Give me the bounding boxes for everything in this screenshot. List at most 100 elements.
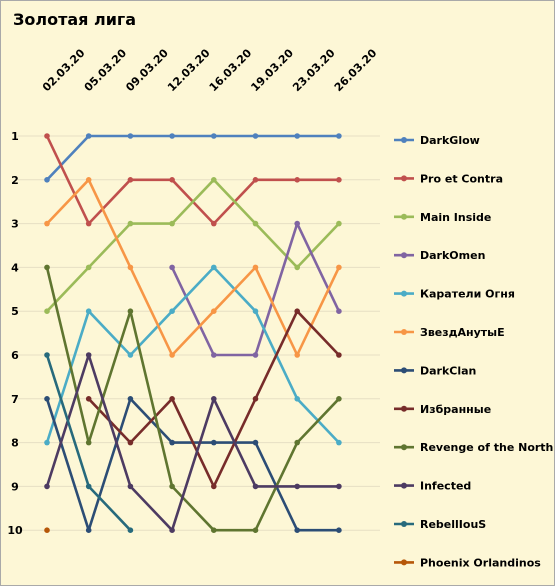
data-point — [294, 177, 301, 183]
data-point — [294, 396, 301, 402]
chart-title: Золотая лига — [13, 10, 137, 29]
data-point — [44, 439, 50, 446]
x-tick-label: 12.03.20 — [165, 46, 213, 94]
data-point — [44, 177, 50, 183]
y-tick-label: 5 — [11, 305, 19, 318]
data-point — [85, 220, 92, 227]
data-point — [211, 439, 217, 446]
y-tick-label: 2 — [11, 174, 19, 187]
x-tick-label: 09.03.20 — [123, 46, 171, 94]
data-point — [211, 220, 217, 227]
data-point — [44, 396, 50, 402]
legend-marker — [401, 482, 407, 489]
legend-marker — [401, 290, 407, 297]
y-tick-label: 1 — [11, 130, 19, 143]
legend-marker — [401, 329, 407, 335]
legend-label: Pro et Contra — [420, 172, 503, 185]
series-line — [45, 134, 341, 182]
y-tick-label: 10 — [7, 524, 23, 537]
data-point — [169, 352, 175, 358]
legend-label: Infected — [420, 480, 471, 493]
data-point — [294, 133, 301, 139]
data-point — [169, 133, 175, 139]
data-point — [44, 527, 50, 533]
x-tick-label: 05.03.20 — [82, 46, 130, 94]
legend-marker — [401, 559, 407, 566]
series-line — [45, 353, 341, 532]
legend-label: DarkOmen — [420, 249, 485, 262]
data-point — [252, 527, 259, 533]
data-point — [44, 220, 50, 227]
legend-marker — [401, 137, 407, 143]
legend-label: RebellIouS — [420, 518, 486, 531]
legend-marker — [401, 367, 407, 374]
data-point — [85, 264, 92, 271]
data-point — [127, 133, 134, 139]
data-point — [252, 396, 259, 402]
data-point — [169, 220, 175, 227]
x-tick-label: 26.03.20 — [332, 46, 380, 94]
legend-label: Main Inside — [420, 211, 491, 224]
legend-label: Revenge of the North — [420, 441, 553, 454]
data-point — [44, 483, 50, 490]
x-tick-label: 16.03.20 — [207, 46, 255, 94]
data-point — [127, 527, 134, 533]
data-point — [252, 220, 259, 227]
data-point — [294, 439, 301, 446]
data-point — [294, 483, 301, 490]
series-line — [45, 266, 341, 532]
data-point — [127, 220, 134, 227]
data-point — [336, 439, 342, 446]
data-point — [336, 220, 342, 227]
data-point — [252, 264, 259, 271]
data-point — [336, 396, 342, 402]
x-tick-label: 19.03.20 — [248, 46, 296, 94]
data-point — [169, 439, 175, 446]
data-point — [252, 177, 259, 183]
data-point — [336, 352, 342, 358]
data-point — [211, 352, 217, 358]
data-point — [336, 264, 342, 271]
data-point — [127, 396, 134, 402]
data-point — [85, 483, 92, 490]
y-tick-label: 4 — [11, 261, 19, 274]
data-point — [211, 396, 217, 402]
data-point — [85, 527, 92, 533]
data-point — [169, 396, 175, 402]
legend-label: Избранные — [420, 403, 491, 416]
legend-label: DarkClan — [420, 364, 476, 377]
data-point — [85, 308, 92, 315]
data-point — [127, 308, 134, 315]
legend-marker — [401, 252, 407, 259]
data-point — [44, 308, 50, 315]
data-point — [169, 308, 175, 315]
data-point — [294, 352, 301, 358]
legend-label: Phoenix Orlandinos — [420, 556, 541, 569]
data-point — [336, 177, 342, 183]
data-point — [336, 527, 342, 533]
data-point — [169, 483, 175, 490]
data-point — [127, 483, 134, 490]
y-tick-label: 3 — [11, 218, 19, 231]
legend-label: DarkGlow — [420, 134, 480, 147]
data-point — [294, 308, 301, 315]
data-point — [44, 352, 50, 358]
y-tick-label: 9 — [11, 480, 19, 493]
data-point — [169, 177, 175, 183]
data-point — [252, 133, 259, 139]
data-point — [127, 177, 134, 183]
data-point — [44, 264, 50, 271]
legend-marker — [401, 521, 407, 527]
data-point — [127, 264, 134, 271]
data-point — [294, 264, 301, 271]
data-point — [336, 483, 342, 490]
data-point — [85, 439, 92, 446]
data-point — [211, 177, 217, 183]
data-point — [336, 133, 342, 139]
data-point — [294, 220, 301, 227]
legend-label: ЗвездАнутыЕ — [420, 326, 505, 339]
data-point — [336, 308, 342, 315]
y-tick-label: 8 — [11, 437, 19, 450]
data-point — [252, 352, 259, 358]
